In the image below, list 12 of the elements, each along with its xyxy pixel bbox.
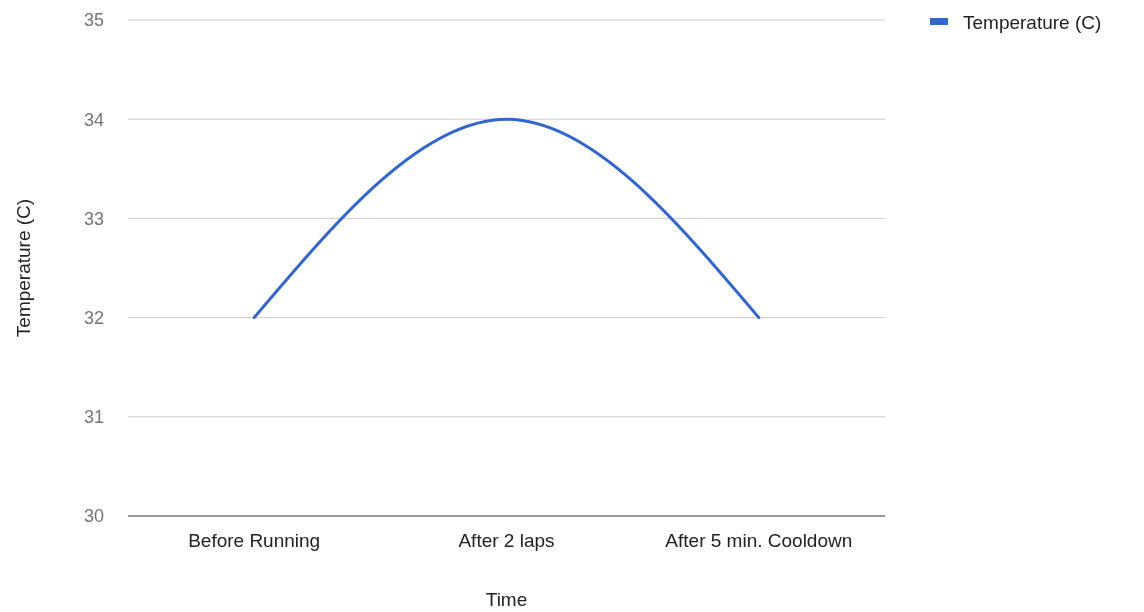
y-axis-title: Temperature (C) [13, 198, 34, 338]
x-tick-label: Before Running [188, 530, 321, 551]
y-tick-label: 33 [83, 208, 104, 229]
x-tick-label: After 5 min. Cooldown [665, 530, 853, 551]
y-tick-label: 32 [83, 307, 104, 328]
legend-label: Temperature (C) [963, 11, 1102, 33]
y-tick-label: 30 [83, 506, 104, 527]
y-tick-label: 34 [83, 109, 104, 130]
y-tick-label: 31 [83, 407, 104, 428]
x-tick-label: After 2 laps [458, 530, 555, 551]
y-tick-label: 35 [83, 10, 104, 31]
x-axis-title: Time [485, 589, 528, 610]
